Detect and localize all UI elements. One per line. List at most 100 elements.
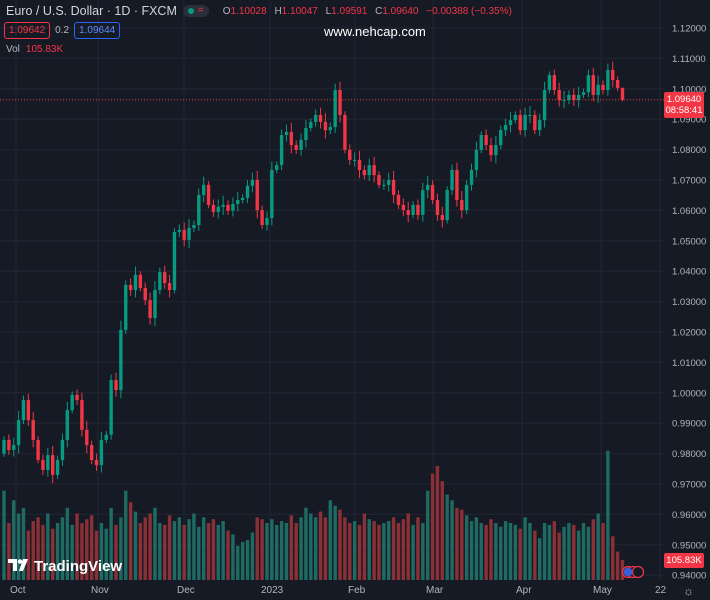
candle-body (406, 210, 410, 215)
candle-body (387, 180, 391, 185)
y-tick-label: 1.10000 (672, 84, 706, 95)
volume-bar (109, 507, 113, 580)
buy-button[interactable]: 1.09644 (74, 22, 121, 39)
volume-bar (411, 524, 415, 580)
volume-bar (7, 523, 11, 580)
candle-body (503, 124, 508, 131)
volume-bar (187, 519, 191, 580)
sell-button[interactable]: 1.09642 (4, 22, 51, 39)
candle-body (279, 135, 284, 166)
volume-bar (503, 521, 508, 580)
candle-body (552, 75, 557, 91)
bar-countdown: 08:58:41 (665, 105, 703, 116)
volume-bar (615, 551, 620, 580)
volume-bar (275, 524, 279, 580)
candle-body (474, 149, 479, 170)
x-tick-2023: 2023 (261, 585, 284, 596)
volume-bar (16, 513, 21, 580)
volume-tag: 105.83K (664, 553, 704, 568)
y-tick-label: 1.09000 (672, 115, 706, 126)
volume-bar (211, 519, 216, 580)
candle-body (455, 169, 459, 201)
volume-bar (221, 521, 225, 580)
volume-bar (284, 523, 289, 580)
candle-body (206, 184, 211, 205)
volume-bar (372, 521, 376, 580)
candle-body (416, 204, 420, 215)
volume-bar (41, 524, 45, 580)
volume-bar (333, 505, 337, 580)
volume-bar (581, 523, 586, 580)
symbol-title[interactable]: Euro / U.S. Dollar · 1D · FXCM (6, 4, 177, 18)
volume-bar (387, 521, 391, 580)
volume-bar (231, 534, 235, 580)
volume-bar (216, 524, 220, 580)
open-label: O (222, 5, 231, 17)
volume-bar (31, 521, 35, 580)
volume-bar (557, 532, 561, 580)
volume-bar (421, 523, 425, 580)
volume-bar (430, 473, 435, 580)
candle-body (192, 224, 196, 229)
candle-body (158, 272, 162, 291)
candle-body (167, 283, 172, 291)
volume-bar (80, 523, 84, 580)
volume-bar (508, 523, 513, 580)
candle-body (499, 130, 503, 146)
event-marker-icon (631, 565, 645, 579)
candle-body (562, 100, 566, 102)
volume-bar (294, 523, 298, 580)
volume-bar (153, 507, 157, 580)
candle-body (294, 145, 298, 150)
volume-bar (51, 528, 55, 580)
volume-bar (596, 513, 600, 580)
volume-bar (474, 517, 479, 580)
candle-body (581, 92, 586, 95)
candle-body (65, 410, 70, 440)
volume-bar (396, 523, 401, 580)
high-value: 1.10047 (281, 5, 318, 17)
settings-gear-icon[interactable]: ☼ (683, 584, 694, 598)
us-flag-icon (623, 567, 633, 577)
volume-bar (236, 545, 240, 580)
candle-body (163, 272, 167, 284)
x-tick-oct: Oct (10, 585, 26, 596)
candle-body (255, 180, 259, 211)
volume-bar (367, 519, 371, 580)
candle-body (7, 439, 11, 450)
volume-bar (26, 530, 31, 580)
candle-body (89, 445, 94, 460)
tradingview-logo[interactable]: TradingView (8, 558, 122, 575)
candle-body (391, 180, 396, 195)
market-status-pill[interactable]: = (182, 5, 209, 17)
candle-body (99, 439, 104, 466)
volume-bar (416, 517, 420, 580)
equals-icon: = (197, 5, 204, 16)
candle-body (484, 135, 488, 146)
candle-body (508, 120, 513, 125)
x-tick-apr: Apr (516, 585, 532, 596)
volume-bar (601, 523, 605, 580)
volume-bar (260, 519, 264, 580)
candle-body (440, 214, 444, 221)
candle-body (138, 274, 143, 288)
volume-bar (75, 513, 79, 580)
volume-bar (455, 507, 459, 580)
candle-body (425, 184, 430, 191)
candle-body (289, 131, 294, 146)
y-tick-label: 1.05000 (672, 236, 706, 247)
candle-body (518, 114, 522, 131)
candle-body (187, 228, 191, 240)
volume-bar (182, 524, 186, 580)
volume-bar (240, 542, 245, 580)
volume-bar (192, 513, 196, 580)
volume-bar (499, 526, 503, 580)
volume-bar (391, 517, 396, 580)
x-tick-22: 22 (655, 585, 667, 596)
volume-bar (357, 524, 362, 580)
candle-body (51, 455, 55, 475)
volume-bar (12, 500, 16, 580)
volume-bar (494, 523, 498, 580)
candle-body (109, 380, 113, 435)
